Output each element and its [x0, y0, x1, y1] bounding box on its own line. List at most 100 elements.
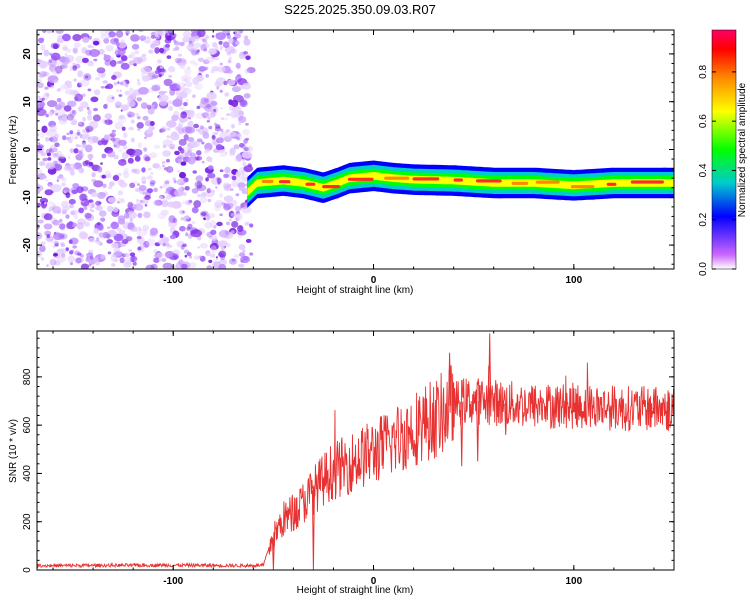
- noise-speckle: [177, 53, 183, 57]
- noise-speckle: [75, 257, 82, 264]
- noise-speckle: [114, 50, 121, 56]
- noise-speckle: [153, 249, 158, 254]
- x-tick-label: 100: [565, 576, 582, 587]
- colorbar-label: Normalized spectral amplitude: [737, 82, 748, 217]
- noise-speckle: [242, 139, 248, 143]
- noise-speckle: [92, 40, 100, 46]
- noise-speckle: [75, 144, 80, 148]
- noise-speckle: [161, 258, 167, 262]
- noise-speckle: [215, 32, 226, 40]
- noise-speckle: [104, 60, 111, 66]
- noise-speckle: [231, 86, 241, 93]
- noise-speckle: [154, 47, 160, 54]
- noise-speckle: [76, 131, 81, 136]
- noise-speckle: [49, 205, 55, 210]
- noise-speckle: [150, 35, 156, 39]
- noise-speckle: [138, 87, 149, 95]
- noise-speckle: [241, 151, 253, 159]
- noise-speckle: [218, 250, 227, 258]
- noise-speckle: [166, 55, 172, 59]
- noise-speckle: [215, 137, 224, 144]
- noise-speckle: [164, 180, 170, 185]
- noise-speckle: [215, 144, 223, 151]
- noise-speckle: [107, 185, 113, 190]
- noise-speckle: [195, 175, 204, 182]
- noise-speckle: [157, 83, 161, 87]
- noise-speckle: [65, 214, 70, 219]
- noise-speckle: [238, 116, 247, 123]
- noise-speckle: [136, 122, 144, 129]
- snr-y-label: SNR (10 * v/v): [8, 419, 19, 483]
- noise-speckle: [205, 177, 209, 182]
- noise-speckle: [174, 189, 184, 197]
- noise-speckle: [66, 136, 74, 142]
- noise-speckle: [249, 252, 254, 256]
- noise-speckle: [187, 223, 193, 229]
- noise-speckle: [68, 198, 76, 205]
- noise-speckle: [63, 190, 67, 194]
- noise-speckle: [113, 81, 118, 86]
- noise-speckle: [115, 41, 120, 47]
- noise-speckle: [204, 215, 207, 219]
- noise-speckle: [184, 186, 190, 191]
- noise-speckle: [58, 117, 68, 125]
- noise-speckle: [203, 48, 208, 52]
- noise-speckle: [169, 83, 181, 92]
- y-tick-label: 10: [22, 96, 33, 108]
- noise-speckle: [57, 210, 62, 215]
- noise-speckle: [92, 136, 99, 143]
- noise-speckle: [93, 89, 101, 96]
- noise-speckle: [101, 153, 107, 159]
- noise-speckle: [95, 200, 102, 206]
- noise-speckle: [44, 189, 53, 196]
- noise-speckle: [45, 92, 50, 97]
- noise-speckle: [154, 70, 160, 75]
- noise-speckle: [197, 57, 204, 62]
- noise-speckle: [106, 83, 114, 90]
- noise-speckle: [229, 151, 236, 157]
- noise-speckle: [117, 172, 122, 176]
- noise-speckle: [100, 254, 106, 260]
- noise-speckle: [59, 84, 65, 91]
- noise-speckle: [238, 186, 245, 192]
- noise-speckle: [246, 67, 256, 74]
- noise-speckle: [52, 152, 57, 156]
- noise-speckle: [136, 199, 140, 203]
- noise-speckle: [196, 184, 207, 192]
- noise-speckle: [117, 148, 123, 153]
- noise-speckle: [110, 254, 118, 262]
- noise-speckle: [55, 30, 64, 34]
- noise-speckle: [97, 240, 102, 245]
- noise-speckle: [162, 242, 166, 247]
- noise-speckle: [80, 148, 84, 152]
- noise-speckle: [38, 37, 44, 44]
- noise-speckle: [173, 41, 180, 46]
- noise-speckle: [95, 205, 103, 211]
- noise-speckle: [43, 223, 53, 230]
- noise-speckle: [230, 188, 234, 191]
- noise-speckle: [37, 169, 43, 175]
- noise-speckle: [236, 212, 243, 221]
- noise-speckle: [223, 203, 232, 211]
- noise-speckle: [226, 32, 231, 36]
- noise-speckle: [178, 138, 187, 146]
- noise-speckle: [165, 243, 171, 248]
- noise-speckle: [172, 47, 177, 52]
- noise-speckle: [79, 193, 87, 202]
- noise-speckle: [140, 73, 145, 77]
- snr-spike: [488, 333, 492, 402]
- noise-speckle: [240, 99, 248, 106]
- noise-speckle: [59, 154, 65, 159]
- noise-speckle: [38, 161, 46, 167]
- noise-speckle: [192, 170, 197, 174]
- noise-speckle: [207, 198, 212, 203]
- noise-speckle: [47, 75, 59, 83]
- noise-speckle: [158, 73, 162, 78]
- noise-speckle: [66, 83, 73, 89]
- noise-speckle: [228, 37, 234, 45]
- noise-speckle: [57, 88, 61, 92]
- noise-speckle: [106, 233, 111, 239]
- x-tick-label: 0: [371, 275, 377, 286]
- noise-speckle: [186, 226, 191, 231]
- noise-speckle: [61, 56, 70, 65]
